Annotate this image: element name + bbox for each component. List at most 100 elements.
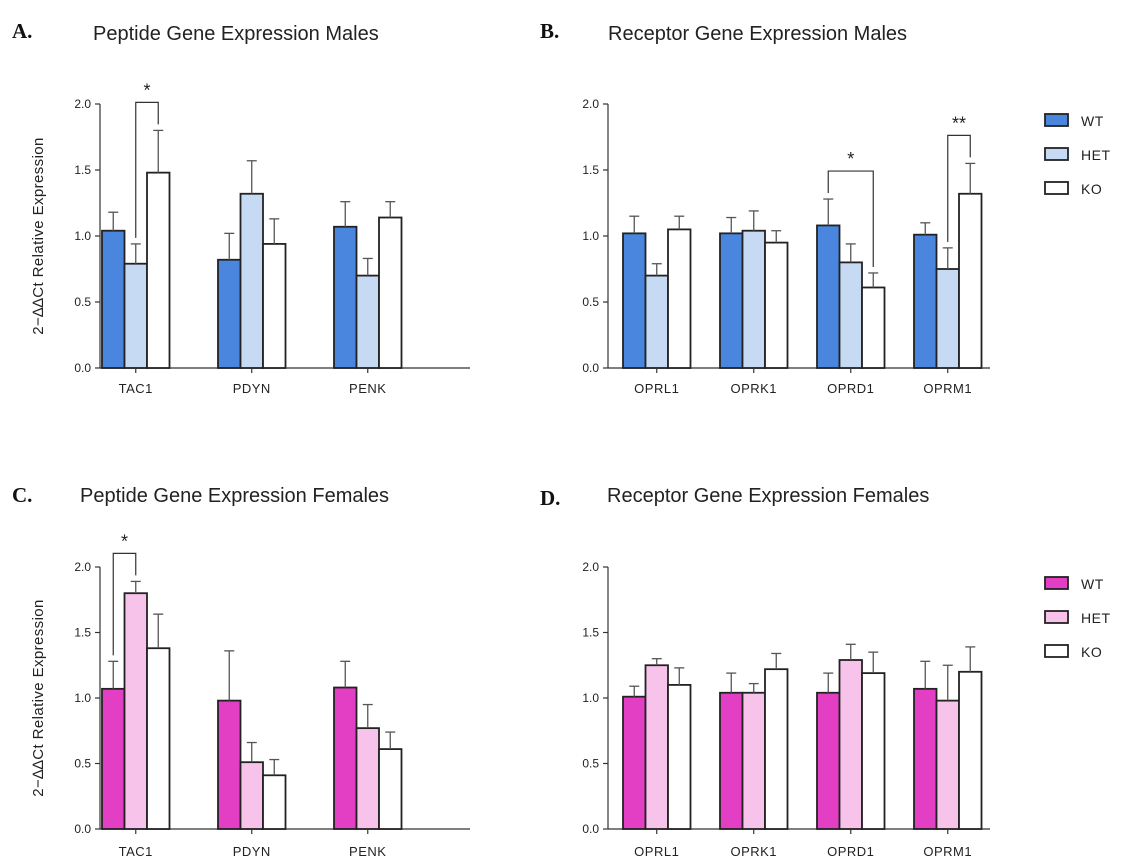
bar	[378, 748, 403, 830]
bar	[262, 774, 287, 830]
significance-bracket	[112, 552, 137, 656]
bar	[935, 699, 960, 830]
y-tick-label: 2.0	[74, 560, 91, 574]
y-tick-label: 1.0	[74, 229, 91, 243]
bar	[644, 274, 669, 369]
bar	[123, 262, 148, 369]
significance-label: **	[952, 113, 966, 133]
y-tick-label: 1.5	[582, 163, 599, 177]
y-tick-label: 1.0	[582, 229, 599, 243]
legend-label: WT	[1081, 113, 1104, 129]
legend-label: HET	[1081, 610, 1111, 626]
bar	[838, 659, 863, 830]
bar	[622, 232, 647, 369]
legend: WT HET KO	[1044, 113, 1111, 197]
bar	[958, 192, 983, 369]
bar	[764, 668, 789, 830]
bar	[816, 691, 841, 830]
y-tick-label: 1.5	[582, 626, 599, 640]
bar	[935, 268, 960, 369]
panel-letter: D.	[540, 486, 560, 510]
legend-label: WT	[1081, 576, 1104, 592]
significance-label: *	[143, 80, 150, 100]
bar	[146, 647, 171, 830]
y-tick-label: 0.0	[582, 361, 599, 375]
bar	[861, 672, 886, 830]
x-tick-label: PENK	[349, 381, 386, 396]
bar	[355, 727, 380, 830]
panel-letter: C.	[12, 483, 32, 507]
x-tick-label: OPRL1	[634, 844, 679, 859]
y-tick-label: 0.5	[74, 757, 91, 771]
y-axis-label: 2−∆∆Ct Relative Expression	[30, 599, 47, 797]
panel-letter: B.	[540, 19, 559, 43]
legend-swatch	[1044, 610, 1069, 624]
bar	[101, 687, 126, 830]
y-tick-label: 0.5	[74, 295, 91, 309]
bar	[333, 686, 358, 830]
significance-bracket	[827, 170, 874, 267]
x-tick-label: OPRM1	[923, 381, 972, 396]
legend-swatch	[1044, 576, 1069, 590]
bar	[355, 274, 380, 369]
bar	[913, 687, 938, 830]
bar	[644, 664, 669, 830]
y-tick-label: 1.5	[74, 626, 91, 640]
x-tick-label: PDYN	[233, 844, 271, 859]
bar	[741, 691, 766, 830]
legend-swatch	[1044, 181, 1069, 195]
bar	[146, 171, 171, 369]
x-tick-label: TAC1	[119, 381, 153, 396]
legend-swatch	[1044, 147, 1069, 161]
x-tick-label: OPRL1	[634, 381, 679, 396]
x-tick-label: OPRK1	[730, 844, 777, 859]
panel-letter: A.	[12, 19, 32, 43]
y-tick-label: 0.5	[582, 295, 599, 309]
legend-label: KO	[1081, 644, 1102, 660]
bar	[719, 691, 744, 830]
bar	[239, 761, 264, 830]
significance-label: *	[121, 531, 128, 551]
panel-title: Peptide Gene Expression Males	[93, 23, 379, 45]
legend: WT HET KO	[1044, 576, 1111, 660]
panel-title: Peptide Gene Expression Females	[80, 485, 389, 507]
panel-d: D. Receptor Gene Expression Females 0.0 0.5…	[540, 485, 1111, 859]
bar	[101, 229, 126, 369]
legend-swatch	[1044, 113, 1069, 127]
y-tick-label: 1.0	[74, 691, 91, 705]
y-tick-label: 2.0	[582, 97, 599, 111]
y-tick-label: 0.0	[74, 361, 91, 375]
bar	[816, 224, 841, 369]
bar	[378, 216, 403, 369]
panel-c: C. Peptide Gene Expression Females 0.0 0.5 1…	[12, 483, 470, 859]
significance-bracket	[135, 101, 159, 238]
bar	[262, 243, 287, 369]
y-tick-label: 0.5	[582, 757, 599, 771]
y-tick-label: 0.0	[582, 822, 599, 836]
x-tick-label: TAC1	[119, 844, 153, 859]
x-tick-label: OPRD1	[827, 844, 874, 859]
significance-bracket	[947, 134, 971, 242]
bar	[913, 233, 938, 369]
legend-swatch	[1044, 644, 1069, 658]
significance-label: *	[847, 149, 854, 169]
panel-title: Receptor Gene Expression Males	[608, 23, 907, 45]
legend-label: HET	[1081, 147, 1111, 163]
bar	[667, 684, 692, 830]
x-tick-label: PDYN	[233, 381, 271, 396]
bar	[217, 699, 242, 830]
bar	[838, 261, 863, 369]
legend-label: KO	[1081, 181, 1102, 197]
bar	[123, 592, 148, 830]
x-tick-label: OPRM1	[923, 844, 972, 859]
y-tick-label: 2.0	[582, 560, 599, 574]
bar	[741, 229, 766, 369]
panel-a: A. Peptide Gene Expression Males 0.0 0.5 1.0…	[12, 19, 470, 396]
bar	[764, 241, 789, 369]
panel-title: Receptor Gene Expression Females	[607, 485, 929, 507]
y-tick-label: 1.5	[74, 163, 91, 177]
panel-b: B. Receptor Gene Expression Males 0.0 0.5 1.…	[540, 19, 1111, 396]
bar	[958, 670, 983, 830]
x-tick-label: OPRK1	[730, 381, 777, 396]
